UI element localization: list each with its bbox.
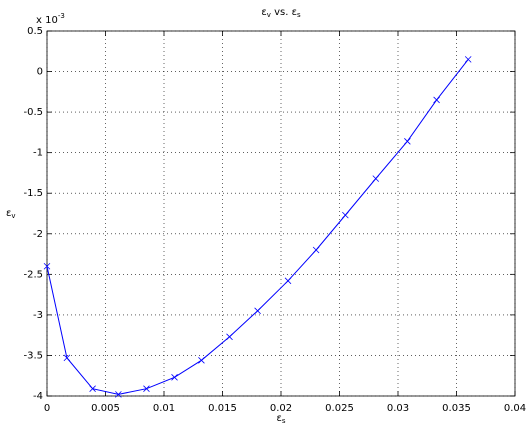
y-tick-label: 0.5 [27, 26, 43, 37]
y-tick-label: 0 [37, 67, 43, 78]
x-tick-label: 0.04 [504, 403, 526, 414]
x-tick-label: 0 [44, 403, 50, 414]
y-tick-label: -2.5 [23, 269, 43, 280]
x-tick-label: 0.025 [325, 403, 354, 414]
label-part: s [282, 417, 286, 425]
x-tick-label: 0.015 [208, 403, 237, 414]
x-tick-label: 0.01 [153, 403, 175, 414]
data-marker [284, 277, 292, 285]
data-line [46, 59, 469, 395]
data-marker [63, 354, 71, 362]
multiplier-exponent: -3 [58, 12, 65, 20]
data-marker [143, 385, 150, 392]
plot-frame [46, 30, 516, 397]
data-marker [372, 175, 380, 182]
y-tick-label: -3.5 [23, 350, 43, 361]
x-tick-label: 0.02 [270, 403, 292, 414]
x-tick-label: 0.005 [91, 403, 120, 414]
y-tick-label: -4 [33, 391, 43, 402]
data-marker [198, 357, 205, 364]
title-part: s [297, 11, 301, 19]
data-marker [464, 56, 472, 63]
data-marker [404, 138, 411, 145]
data-marker [254, 307, 261, 315]
data-marker [115, 391, 122, 398]
label-part: ε [276, 413, 281, 424]
chart-title: εv vs. εs [261, 7, 301, 19]
data-marker [43, 262, 51, 270]
data-marker [226, 333, 233, 341]
label-part: ε [6, 208, 11, 219]
y-axis-label: εv [6, 208, 16, 220]
title-part: v [267, 11, 271, 19]
x-tick-label: 0.035 [442, 403, 471, 414]
data-marker [89, 385, 96, 392]
title-part: vs. ε [271, 7, 297, 18]
y-tick-label: -2 [33, 229, 43, 240]
data-marker [342, 211, 349, 219]
y-tick-label: -3 [33, 310, 43, 321]
x-axis-label: εs [276, 413, 285, 425]
label-part: v [11, 212, 15, 220]
title-part: ε [261, 7, 266, 18]
x-tick-label: 0.03 [387, 403, 409, 414]
y-tick-label: -1.5 [23, 188, 43, 199]
multiplier-base: x 10 [36, 15, 58, 26]
y-tick-label: -1 [33, 148, 43, 159]
data-marker [312, 246, 320, 254]
data-marker [171, 374, 178, 381]
y-tick-label: -0.5 [23, 107, 43, 118]
data-marker [433, 96, 440, 104]
y-multiplier: x 10-3 [36, 12, 65, 26]
